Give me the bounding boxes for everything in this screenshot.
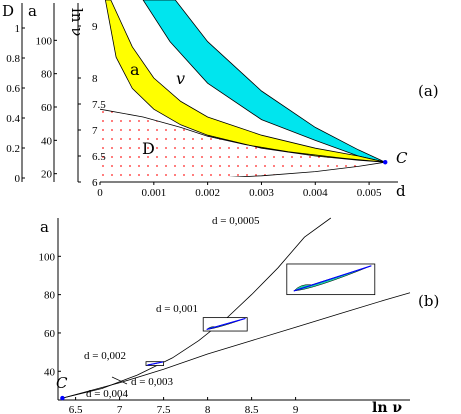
outer-y-tick-label: 0.6 xyxy=(6,83,20,95)
inset-line xyxy=(206,317,246,330)
inner-y-label: ln ν xyxy=(68,8,86,36)
x-label-top: d xyxy=(396,182,406,200)
y-tick-label-bottom: 80 xyxy=(44,290,56,302)
middle-y-tick-label: 100 xyxy=(36,35,53,47)
y-tick-label-bottom: 40 xyxy=(44,366,56,378)
annotation-d-002: d = 0,002 xyxy=(84,350,126,362)
inner-y-tick-label: 7.5 xyxy=(92,99,106,111)
annotation-d-003: d = 0,003 xyxy=(131,376,173,388)
curve-d-boundary xyxy=(100,108,386,163)
region-d-dots xyxy=(100,109,386,182)
inner-y-tick-label: 9 xyxy=(92,21,98,33)
x-ticks-bottom: 6.5 7 7.5 8 8.5 9 xyxy=(69,397,299,414)
x-tick-label-top: 0.005 xyxy=(357,187,382,199)
panel-tag-b: (b) xyxy=(418,292,439,310)
middle-y-tick-label: 60 xyxy=(41,102,53,114)
outer-y-tick-label: 0.4 xyxy=(6,113,20,125)
inner-y-tick-label: 6.5 xyxy=(92,151,106,163)
inner-y-ticks: 6 6.5 7 7.5 8 9 xyxy=(78,21,106,189)
x-tick-label-bottom: 6.5 xyxy=(69,404,83,414)
inner-y-tick-label: 6 xyxy=(92,177,98,189)
point-c-bottom xyxy=(60,395,65,401)
middle-y-label: a xyxy=(28,2,37,20)
inset-box xyxy=(202,317,248,332)
middle-y-tick-label: 40 xyxy=(41,135,53,147)
band-v-label: v xyxy=(176,69,185,88)
outer-y-label: D xyxy=(2,2,14,20)
x-label-bottom: ln ν xyxy=(372,400,402,414)
inset-box xyxy=(145,361,165,366)
inner-y-tick-label: 7 xyxy=(92,125,98,137)
panel-bottom: a ln ν (b) C d = 0,0005 d = 0,001 d = 0,… xyxy=(39,215,440,414)
inset-line xyxy=(293,265,372,292)
middle-y-tick-label: 80 xyxy=(41,69,53,81)
y-label-bottom: a xyxy=(40,218,49,236)
point-c-label-bottom: C xyxy=(56,374,68,392)
x-tick-label-bottom: 9 xyxy=(293,404,299,414)
x-tick-label-bottom: 7.5 xyxy=(157,404,171,414)
x-tick-label-bottom: 8 xyxy=(205,404,211,414)
middle-y-ticks: 20 40 60 80 100 xyxy=(36,35,57,181)
annotation-d-004: d = 0,004 xyxy=(86,388,128,400)
middle-y-tick-label: 20 xyxy=(41,169,53,181)
x-tick-label-bottom: 8.5 xyxy=(245,404,259,414)
x-tick-label-top: 0.002 xyxy=(195,187,220,199)
inset-box xyxy=(286,263,376,296)
x-tick-label-top: 0.001 xyxy=(141,187,166,199)
x-tick-label-top: 0.003 xyxy=(249,187,274,199)
insets xyxy=(145,263,376,366)
point-c-label-top: C xyxy=(396,149,408,167)
outer-y-tick-label: 0 xyxy=(15,173,21,185)
annotation-d-001: d = 0,001 xyxy=(156,303,198,315)
y-tick-label-bottom: 100 xyxy=(39,251,56,263)
inner-y-tick-label: 8 xyxy=(92,73,98,85)
x-tick-label-top: 0.004 xyxy=(303,187,328,199)
curve-lower xyxy=(228,161,386,177)
curve-lower-bottom xyxy=(62,292,411,399)
outer-y-tick-label: 0.2 xyxy=(6,143,20,155)
panel-top: D a ln ν d (a) a v D C 0 0.001 0.002 0.003 0… xyxy=(2,0,439,200)
band-a xyxy=(104,0,386,163)
annotation-d-0005: d = 0,0005 xyxy=(212,215,260,227)
outer-y-tick-label: 1 xyxy=(15,23,21,35)
annotation-d-003-leader xyxy=(111,376,128,385)
point-c-top xyxy=(383,160,388,165)
x-ticks-top: 0 0.001 0.002 0.003 0.004 0.005 xyxy=(97,182,382,199)
x-tick-label-top: 0 xyxy=(97,187,103,199)
panel-tag-a: (a) xyxy=(418,82,439,100)
outer-y-ticks: 0 0.2 0.4 0.6 0.8 1 xyxy=(6,23,25,185)
outer-y-tick-label: 0.8 xyxy=(6,53,20,65)
x-tick-label-bottom: 7 xyxy=(117,404,123,414)
y-tick-label-bottom: 60 xyxy=(44,328,56,340)
y-ticks-bottom: 40 60 80 100 xyxy=(39,251,61,378)
region-d-label: D xyxy=(142,139,155,158)
band-a-label: a xyxy=(130,60,140,79)
inset-line xyxy=(147,361,164,366)
